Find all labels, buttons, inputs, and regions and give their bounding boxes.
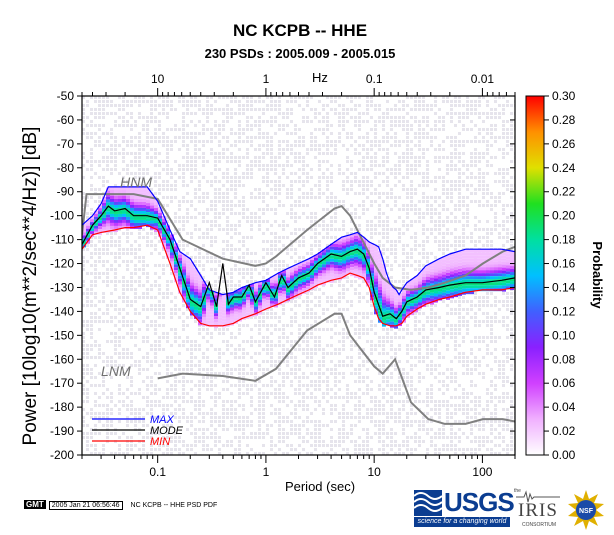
y-tick-label: -90 [57,185,75,199]
chart-title: NC KCPB -- HHE [233,21,367,40]
y-tick-label: -190 [50,424,74,438]
top-tick-label: 0.01 [471,72,495,86]
colorbar-axis: 0.00 0.02 0.04 0.06 0.08 0.10 0.12 0.14 0.16 0.18… [544,89,576,462]
y-tick-label: -180 [50,400,74,414]
colorbar-tick-label: 0.26 [552,137,576,151]
colorbar-tick-label: 0.06 [552,376,576,390]
y-tick-label: -50 [57,89,75,103]
colorbar-tick-label: 0.12 [552,304,576,318]
top-tick-label: 10 [151,72,165,86]
y-tick-label: -120 [50,257,74,271]
usgs-wave-icon [414,490,442,516]
y-axis-label: Power [10log10(m**2/sec**4/Hz)] [dB] [20,127,41,446]
y-tick-label: -160 [50,352,74,366]
nsf-logo: NSF [566,490,606,530]
colorbar-tick-label: 0.16 [552,257,576,271]
frequency-axis: 10 1 0.1 0.01 [82,72,515,96]
top-axis-label: Hz [312,70,328,85]
y-tick-label: -130 [50,280,74,294]
y-tick-label: -100 [50,209,74,223]
y-tick-label: -140 [50,304,74,318]
colorbar-tick-label: 0.08 [552,352,576,366]
top-tick-label: 1 [263,72,270,86]
x-tick-label: 100 [472,465,492,479]
x-axis-label: Period (sec) [285,479,355,494]
y-tick-label: -110 [51,233,74,247]
colorbar-tick-label: 0.30 [552,89,576,103]
annotation-hnm: HNM [120,174,152,190]
colorbar-tick-label: 0.10 [552,328,576,342]
y-tick-label: -200 [50,448,74,462]
y-tick-label: -170 [50,376,74,390]
colorbar-tick-label: 0.28 [552,113,576,127]
top-tick-label: 0.1 [366,72,383,86]
x-tick-label: 10 [367,465,381,479]
y-tick-label: -150 [50,328,74,342]
annotation-lnm: LNM [101,363,131,379]
plot-timestamp: 2005 Jan 21 06:56:46 [49,501,123,510]
chart-subtitle: 230 PSDs : 2005.009 - 2005.015 [205,46,396,61]
legend-label-min: MIN [150,436,170,448]
y-tick-label: -70 [57,137,75,151]
x-tick-label: 1 [263,465,270,479]
colorbar-tick-label: 0.20 [552,209,576,223]
colorbar-tick-label: 0.02 [552,424,576,438]
colorbar-tick-label: 0.14 [552,280,576,294]
y-tick-label: -80 [57,161,75,175]
colorbar-tick-label: 0.22 [552,185,576,199]
colorbar-tick-label: 0.24 [552,161,576,175]
iris-logo: the IRIS CONSORTIUM [514,488,562,530]
usgs-logo: USGS science for a changing world [414,490,510,528]
y-tick-label: -60 [57,113,75,127]
colorbar [526,96,544,455]
plot-caption: NC KCPB -- HHE PSD PDF [131,502,218,509]
colorbar-label: Probability [590,241,605,309]
colorbar-tick-label: 0.18 [552,233,576,247]
x-tick-label: 0.1 [149,465,166,479]
colorbar-tick-label: 0.04 [552,400,576,414]
colorbar-tick-label: 0.00 [552,448,576,462]
x-axis: 0.1 1 10 100 [82,455,515,479]
gmt-logo: GMT [24,500,46,509]
